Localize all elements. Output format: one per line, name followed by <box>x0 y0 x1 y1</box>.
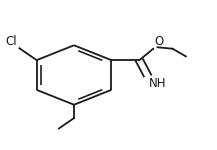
Text: Cl: Cl <box>6 34 17 48</box>
Text: O: O <box>154 35 164 48</box>
Text: NH: NH <box>149 77 166 90</box>
